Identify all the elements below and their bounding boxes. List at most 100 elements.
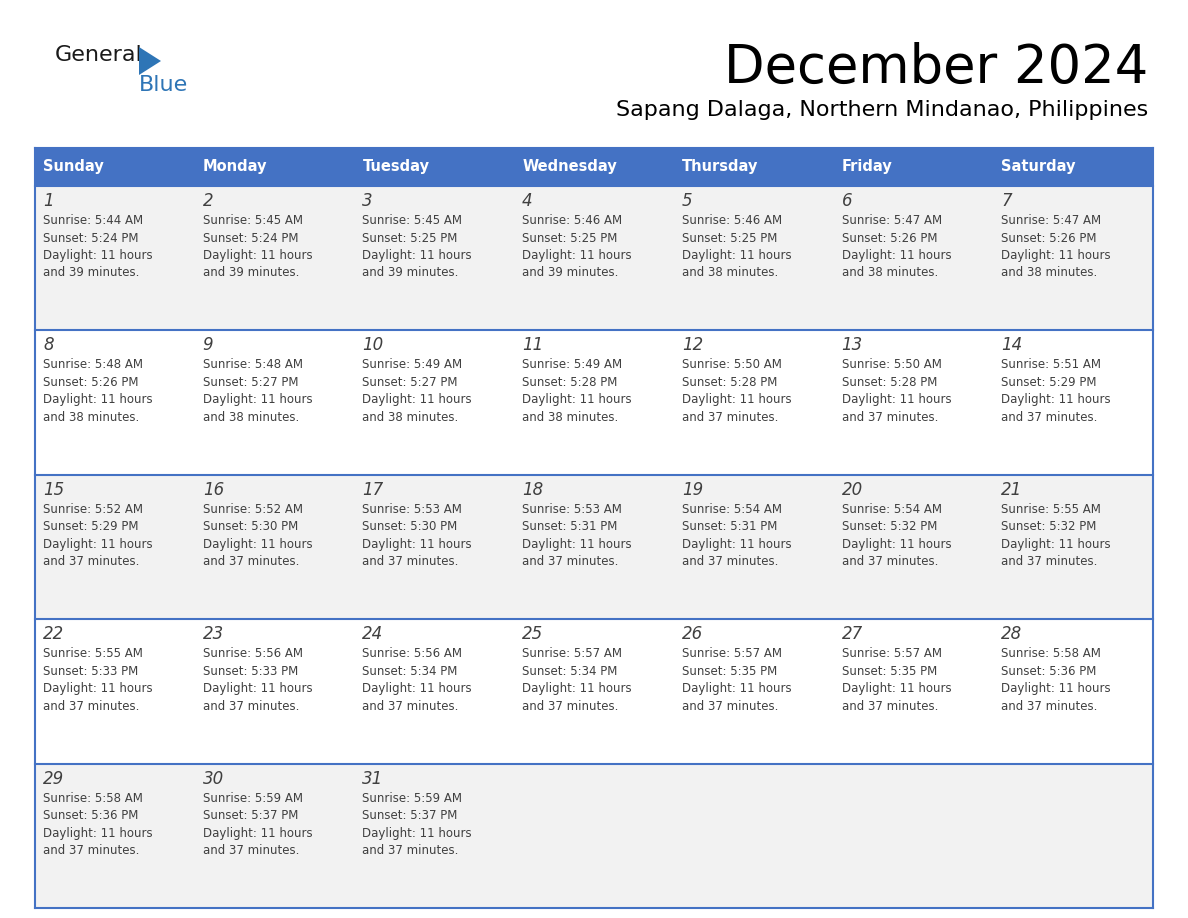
Text: and 37 minutes.: and 37 minutes. (203, 555, 299, 568)
Bar (993, 148, 1154, 186)
Text: 24: 24 (362, 625, 384, 644)
Text: Daylight: 11 hours: Daylight: 11 hours (523, 682, 632, 695)
Text: and 37 minutes.: and 37 minutes. (1001, 411, 1098, 424)
Text: and 38 minutes.: and 38 minutes. (362, 411, 459, 424)
Text: Sunrise: 5:59 AM: Sunrise: 5:59 AM (362, 791, 462, 804)
Text: and 37 minutes.: and 37 minutes. (682, 411, 778, 424)
Text: 28: 28 (1001, 625, 1023, 644)
Text: Sunrise: 5:44 AM: Sunrise: 5:44 AM (43, 214, 143, 227)
Text: Daylight: 11 hours: Daylight: 11 hours (43, 249, 152, 262)
Text: Sunset: 5:25 PM: Sunset: 5:25 PM (523, 231, 618, 244)
Text: Daylight: 11 hours: Daylight: 11 hours (841, 249, 952, 262)
Text: Sunset: 5:27 PM: Sunset: 5:27 PM (203, 375, 298, 389)
Text: and 37 minutes.: and 37 minutes. (1001, 555, 1098, 568)
Text: Daylight: 11 hours: Daylight: 11 hours (682, 538, 791, 551)
Bar (34, 620, 1154, 764)
Text: Daylight: 11 hours: Daylight: 11 hours (362, 826, 472, 840)
Text: Daylight: 11 hours: Daylight: 11 hours (682, 249, 791, 262)
Text: Sunrise: 5:56 AM: Sunrise: 5:56 AM (203, 647, 303, 660)
Text: Sunrise: 5:46 AM: Sunrise: 5:46 AM (523, 214, 623, 227)
Text: Sunset: 5:33 PM: Sunset: 5:33 PM (203, 665, 298, 677)
Text: Sunset: 5:25 PM: Sunset: 5:25 PM (362, 231, 457, 244)
Text: Daylight: 11 hours: Daylight: 11 hours (203, 394, 312, 407)
Text: 20: 20 (841, 481, 862, 498)
Text: Daylight: 11 hours: Daylight: 11 hours (682, 394, 791, 407)
Polygon shape (139, 47, 162, 75)
Text: 13: 13 (841, 336, 862, 354)
Text: Sunrise: 5:53 AM: Sunrise: 5:53 AM (362, 503, 462, 516)
Text: Sunrise: 5:50 AM: Sunrise: 5:50 AM (841, 358, 941, 372)
Text: Sunset: 5:27 PM: Sunset: 5:27 PM (362, 375, 457, 389)
Text: 9: 9 (203, 336, 214, 354)
Text: Daylight: 11 hours: Daylight: 11 hours (841, 538, 952, 551)
Bar (834, 148, 993, 186)
Text: Daylight: 11 hours: Daylight: 11 hours (362, 249, 472, 262)
Text: 15: 15 (43, 481, 64, 498)
Bar (34, 764, 1154, 908)
Text: Sunset: 5:30 PM: Sunset: 5:30 PM (362, 521, 457, 533)
Text: and 38 minutes.: and 38 minutes. (523, 411, 619, 424)
Text: 17: 17 (362, 481, 384, 498)
Text: Sunrise: 5:54 AM: Sunrise: 5:54 AM (682, 503, 782, 516)
Bar (34, 148, 195, 186)
Text: Sunrise: 5:57 AM: Sunrise: 5:57 AM (682, 647, 782, 660)
Text: Sunset: 5:28 PM: Sunset: 5:28 PM (841, 375, 937, 389)
Text: and 38 minutes.: and 38 minutes. (1001, 266, 1098, 279)
Text: and 37 minutes.: and 37 minutes. (43, 700, 139, 712)
Text: Sunrise: 5:49 AM: Sunrise: 5:49 AM (362, 358, 462, 372)
Text: Sunset: 5:28 PM: Sunset: 5:28 PM (682, 375, 777, 389)
Text: Sunset: 5:35 PM: Sunset: 5:35 PM (682, 665, 777, 677)
Text: 21: 21 (1001, 481, 1023, 498)
Text: Sunrise: 5:49 AM: Sunrise: 5:49 AM (523, 358, 623, 372)
Text: and 38 minutes.: and 38 minutes. (203, 411, 299, 424)
Text: Sunrise: 5:57 AM: Sunrise: 5:57 AM (523, 647, 623, 660)
Text: Sunrise: 5:47 AM: Sunrise: 5:47 AM (841, 214, 942, 227)
Text: and 37 minutes.: and 37 minutes. (362, 555, 459, 568)
Text: Sunset: 5:34 PM: Sunset: 5:34 PM (362, 665, 457, 677)
Text: Sunrise: 5:45 AM: Sunrise: 5:45 AM (203, 214, 303, 227)
Text: Monday: Monday (203, 160, 267, 174)
Text: Daylight: 11 hours: Daylight: 11 hours (362, 394, 472, 407)
Text: Sunset: 5:31 PM: Sunset: 5:31 PM (682, 521, 777, 533)
Text: and 37 minutes.: and 37 minutes. (43, 555, 139, 568)
Text: 12: 12 (682, 336, 703, 354)
Text: and 37 minutes.: and 37 minutes. (362, 700, 459, 712)
Text: Daylight: 11 hours: Daylight: 11 hours (523, 249, 632, 262)
Text: Daylight: 11 hours: Daylight: 11 hours (1001, 538, 1111, 551)
Text: Daylight: 11 hours: Daylight: 11 hours (1001, 394, 1111, 407)
Text: Daylight: 11 hours: Daylight: 11 hours (203, 682, 312, 695)
Text: Sunset: 5:29 PM: Sunset: 5:29 PM (1001, 375, 1097, 389)
Text: Daylight: 11 hours: Daylight: 11 hours (43, 826, 152, 840)
Text: Sunset: 5:24 PM: Sunset: 5:24 PM (43, 231, 139, 244)
Text: Sunrise: 5:45 AM: Sunrise: 5:45 AM (362, 214, 462, 227)
Text: Sunset: 5:32 PM: Sunset: 5:32 PM (841, 521, 937, 533)
Text: Daylight: 11 hours: Daylight: 11 hours (523, 394, 632, 407)
Text: Sunrise: 5:58 AM: Sunrise: 5:58 AM (43, 791, 143, 804)
Text: 19: 19 (682, 481, 703, 498)
Text: 22: 22 (43, 625, 64, 644)
Text: and 37 minutes.: and 37 minutes. (841, 411, 939, 424)
Text: Sunrise: 5:48 AM: Sunrise: 5:48 AM (203, 358, 303, 372)
Text: Sunrise: 5:55 AM: Sunrise: 5:55 AM (43, 647, 143, 660)
Text: Sunrise: 5:56 AM: Sunrise: 5:56 AM (362, 647, 462, 660)
Text: Sunset: 5:32 PM: Sunset: 5:32 PM (1001, 521, 1097, 533)
Bar (674, 148, 834, 186)
Text: Sunset: 5:28 PM: Sunset: 5:28 PM (523, 375, 618, 389)
Bar (34, 475, 1154, 620)
Bar (34, 186, 1154, 330)
Text: 1: 1 (43, 192, 53, 210)
Text: and 37 minutes.: and 37 minutes. (523, 700, 619, 712)
Text: Sunset: 5:33 PM: Sunset: 5:33 PM (43, 665, 138, 677)
Bar (354, 148, 514, 186)
Text: Wednesday: Wednesday (523, 160, 617, 174)
Text: Sunset: 5:37 PM: Sunset: 5:37 PM (203, 809, 298, 823)
Text: Sunset: 5:29 PM: Sunset: 5:29 PM (43, 521, 139, 533)
Text: Sapang Dalaga, Northern Mindanao, Philippines: Sapang Dalaga, Northern Mindanao, Philip… (615, 100, 1148, 120)
Text: 26: 26 (682, 625, 703, 644)
Text: and 39 minutes.: and 39 minutes. (203, 266, 299, 279)
Text: Sunrise: 5:52 AM: Sunrise: 5:52 AM (203, 503, 303, 516)
Text: Sunrise: 5:54 AM: Sunrise: 5:54 AM (841, 503, 942, 516)
Bar (34, 330, 1154, 475)
Text: 6: 6 (841, 192, 852, 210)
Text: Sunrise: 5:51 AM: Sunrise: 5:51 AM (1001, 358, 1101, 372)
